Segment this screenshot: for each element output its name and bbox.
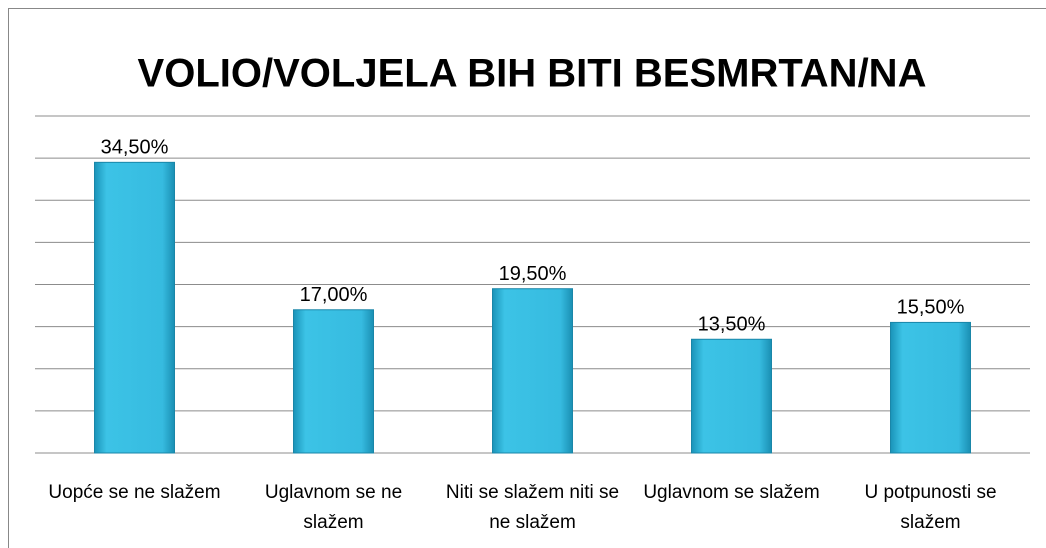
value-label: 17,00% bbox=[300, 284, 368, 306]
value-label: 19,50% bbox=[499, 263, 567, 285]
x-tick-label: Uglavnom se slažem bbox=[643, 482, 820, 503]
frame bbox=[8, 8, 1046, 548]
value-label: 13,50% bbox=[698, 314, 766, 336]
bar bbox=[691, 338, 772, 454]
bar bbox=[293, 309, 374, 454]
value-label: 15,50% bbox=[897, 297, 965, 319]
x-tick-label: Uglavnom se ne slažem bbox=[264, 482, 403, 533]
x-tick-label: U potpunosti se slažem bbox=[864, 482, 997, 533]
x-tick-label: Niti se slažem niti se ne slažem bbox=[445, 482, 620, 533]
bar bbox=[94, 161, 175, 454]
bar bbox=[890, 321, 971, 454]
chart-title: VOLIO/VOLJELA BIH BITI BESMRTAN/NA bbox=[138, 52, 927, 96]
value-label: 34,50% bbox=[101, 137, 169, 159]
x-tick-label: Uopće se ne slažem bbox=[48, 482, 221, 503]
bar bbox=[492, 288, 573, 454]
